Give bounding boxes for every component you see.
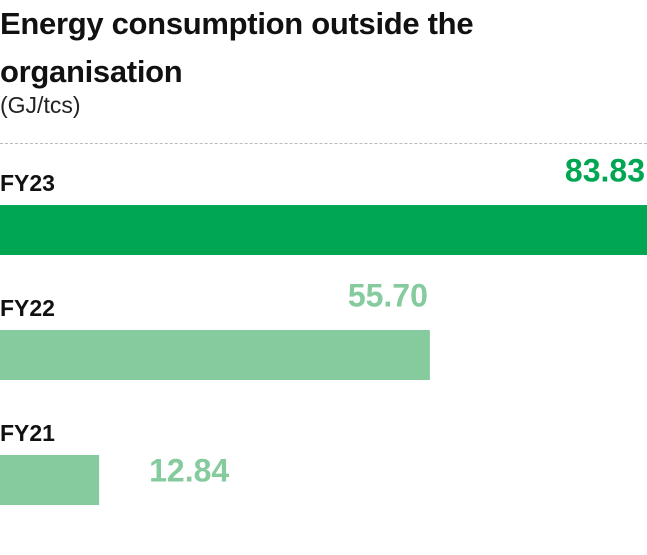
bar [0,205,647,255]
divider [0,143,647,144]
chart-subtitle: (GJ/tcs) [0,92,81,118]
value-label: 12.84 [149,452,229,488]
category-label: FY23 [0,170,55,196]
value-label: 55.70 [348,277,428,313]
category-label: FY21 [0,420,55,446]
bar [0,330,430,380]
bar [0,455,100,505]
value-label: 83.83 [565,152,645,188]
category-label: FY22 [0,295,55,321]
chart-title: Energy consumption outside the organisat… [0,6,474,89]
